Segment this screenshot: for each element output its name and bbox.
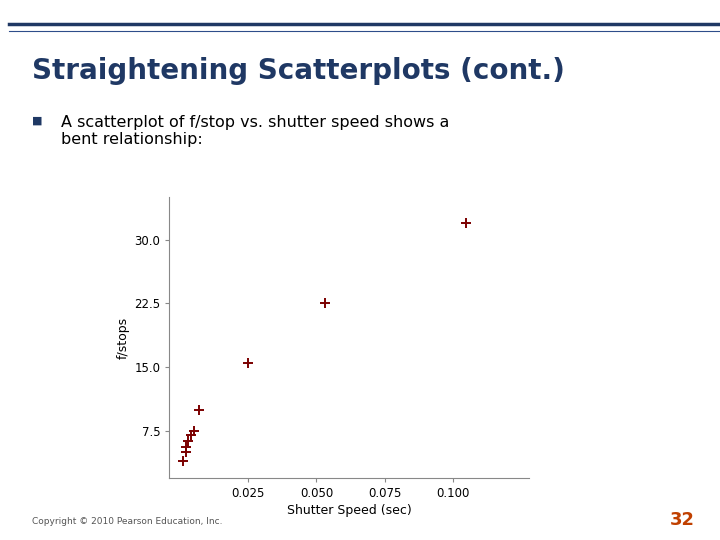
- Point: [194, 406, 205, 414]
- Point: [183, 437, 194, 445]
- Text: Copyright © 2010 Pearson Education, Inc.: Copyright © 2010 Pearson Education, Inc.: [32, 517, 223, 526]
- X-axis label: Shutter Speed (sec): Shutter Speed (sec): [287, 504, 412, 517]
- Point: [180, 448, 192, 457]
- Point: [461, 218, 472, 227]
- Text: ■: ■: [32, 116, 43, 126]
- Point: [185, 430, 197, 439]
- Text: bent relationship:: bent relationship:: [61, 132, 203, 147]
- Point: [319, 299, 330, 308]
- Point: [177, 456, 189, 465]
- Point: [180, 443, 192, 451]
- Point: [188, 427, 199, 435]
- Y-axis label: f/stops: f/stops: [117, 316, 130, 359]
- Text: Straightening Scatterplots (cont.): Straightening Scatterplots (cont.): [32, 57, 565, 85]
- Text: 32: 32: [670, 511, 695, 529]
- Text: A scatterplot of f/stop vs. shutter speed shows a: A scatterplot of f/stop vs. shutter spee…: [61, 115, 449, 130]
- Point: [243, 359, 254, 367]
